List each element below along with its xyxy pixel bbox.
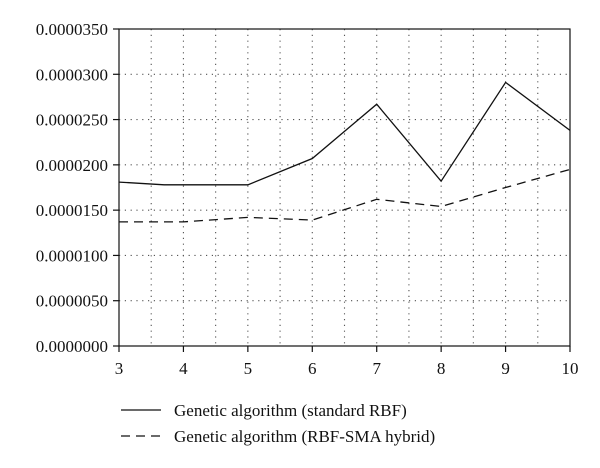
x-tick-label: 8 xyxy=(437,359,446,378)
x-tick-label: 9 xyxy=(501,359,510,378)
series-layer xyxy=(118,81,571,223)
y-tick-label: 0.0000250 xyxy=(36,111,108,130)
y-tick-label: 0.0000000 xyxy=(36,337,108,356)
x-tick-label: 3 xyxy=(115,359,124,378)
x-tick-label: 6 xyxy=(308,359,317,378)
y-tick-label: 0.0000300 xyxy=(36,65,108,84)
legend-label-2: Genetic algorithm (RBF-SMA hybrid) xyxy=(174,427,435,446)
x-tick-label: 10 xyxy=(562,359,579,378)
y-tick-label: 0.0000100 xyxy=(36,246,108,265)
series-line-1 xyxy=(118,81,571,186)
tick-layer: 0.0000000 0.0000050 0.0000100 0.0000150 0.00… xyxy=(36,20,579,378)
y-tick-label: 0.0000150 xyxy=(36,201,108,220)
x-tick-label: 5 xyxy=(244,359,253,378)
y-tick-label: 0.0000200 xyxy=(36,156,108,175)
y-tick-label: 0.0000050 xyxy=(36,292,108,311)
x-tick-label: 7 xyxy=(372,359,381,378)
legend-label-1: Genetic algorithm (standard RBF) xyxy=(174,401,407,420)
legend: Genetic algorithm (standard RBF) Genetic … xyxy=(121,401,435,446)
grid-layer xyxy=(119,29,570,346)
x-tick-label: 4 xyxy=(179,359,188,378)
series-line-2 xyxy=(119,168,571,223)
y-tick-label: 0.0000350 xyxy=(36,20,108,39)
plot-area-frame xyxy=(118,28,571,347)
